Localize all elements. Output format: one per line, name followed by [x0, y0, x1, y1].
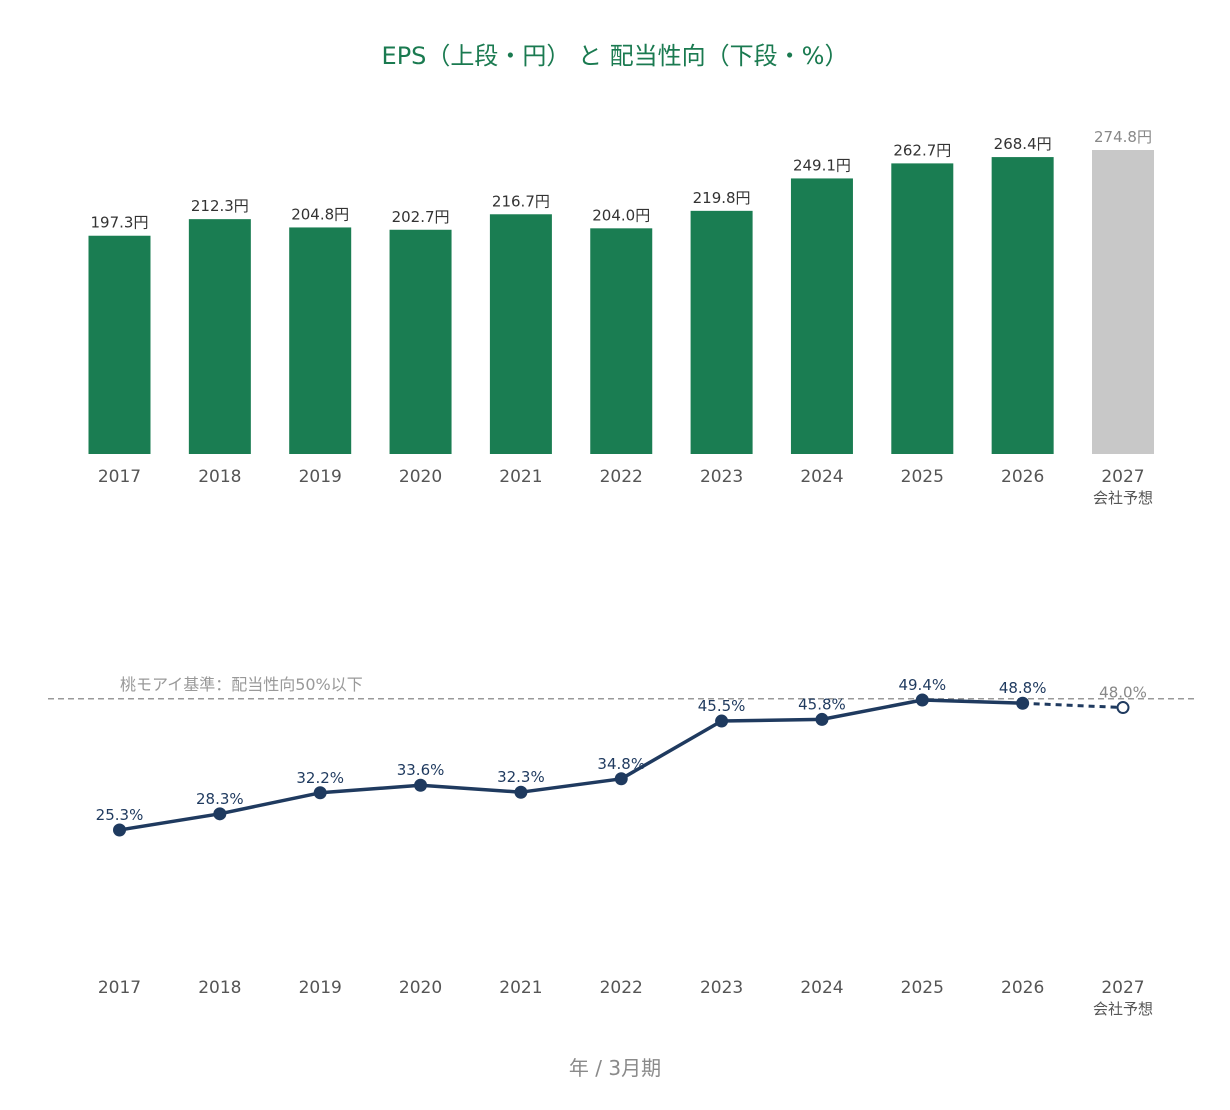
line-x-tick-2027: 2027	[1101, 978, 1144, 998]
bar-2019	[289, 227, 352, 454]
payout-point-2024	[815, 712, 829, 726]
payout-line-forecast	[1022, 701, 1124, 710]
line-x-tick-2022: 2022	[600, 978, 643, 998]
bar-x-tick-2020: 2020	[399, 467, 442, 487]
bar-2017	[88, 235, 151, 454]
bar-x-tick-2026: 2026	[1001, 467, 1044, 487]
payout-point-2025	[915, 693, 929, 707]
bar-2023	[690, 210, 753, 454]
line-x-tick-2023: 2023	[700, 978, 743, 998]
payout-point-2026	[1016, 696, 1030, 710]
bar-x-tick-2018: 2018	[198, 467, 241, 487]
bar-label-2022: 204.0円	[592, 206, 650, 224]
bar-x-tick-2021: 2021	[499, 467, 542, 487]
bar-label-2017: 197.3円	[91, 214, 149, 232]
line-x-sublabel-2027: 会社予想	[1093, 1000, 1153, 1018]
bar-label-2026: 268.4円	[994, 135, 1052, 153]
payout-point-2021	[514, 785, 528, 799]
bar-2018	[188, 219, 251, 454]
payout-label-2019: 32.2%	[296, 769, 344, 787]
bar-2020	[389, 229, 452, 454]
payout-label-2021: 32.3%	[497, 768, 545, 786]
payout-point-2018	[213, 807, 227, 821]
bar-label-2023: 219.8円	[693, 189, 751, 207]
bar-label-2018: 212.3円	[191, 197, 249, 215]
bar-x-tick-2022: 2022	[600, 467, 643, 487]
bar-x-tick-2024: 2024	[800, 467, 843, 487]
bar-x-tick-2017: 2017	[98, 467, 141, 487]
bar-x-sublabel-2027: 会社予想	[1093, 489, 1153, 507]
line-x-tick-2024: 2024	[800, 978, 843, 998]
bar-x-tick-2027: 2027	[1101, 467, 1144, 487]
payout-point-2017	[113, 823, 126, 837]
bar-label-2021: 216.7円	[492, 192, 550, 210]
line-x-tick-2026: 2026	[1001, 978, 1044, 998]
bar-x-tick-2019: 2019	[299, 467, 342, 487]
bar-x-tick-2023: 2023	[700, 467, 743, 487]
payout-point-2020	[414, 778, 428, 792]
payout-label-2025: 49.4%	[898, 676, 946, 694]
payout-label-2017: 25.3%	[96, 806, 144, 824]
chart-title: EPS（上段・円） と 配当性向（下段・%）	[381, 42, 849, 70]
bar-2025	[891, 163, 954, 454]
bar-label-2024: 249.1円	[793, 156, 851, 174]
line-x-tick-2021: 2021	[499, 978, 542, 998]
payout-label-2027: 48.0%	[1099, 684, 1147, 702]
line-x-tick-2017: 2017	[98, 978, 141, 998]
payout-label-2024: 45.8%	[798, 695, 846, 713]
bar-label-2025: 262.7円	[893, 141, 951, 159]
bar-label-2019: 204.8円	[291, 205, 349, 223]
bar-2026	[991, 157, 1054, 454]
reference-line-label: 桃モアイ基準：配当性向50%以下	[120, 675, 363, 694]
payout-point-2023	[715, 714, 729, 728]
payout-point-2027	[1116, 701, 1130, 715]
bar-2022	[590, 228, 653, 454]
bar-2027	[1092, 150, 1154, 454]
line-x-tick-2018: 2018	[198, 978, 241, 998]
payout-label-2023: 45.5%	[698, 697, 746, 715]
payout-point-2022	[614, 772, 628, 786]
payout-label-2020: 33.6%	[397, 761, 445, 779]
bar-x-tick-2025: 2025	[901, 467, 944, 487]
bar-2021	[489, 214, 552, 454]
line-x-tick-2019: 2019	[299, 978, 342, 998]
x-axis-label: 年 / 3月期	[568, 1056, 662, 1080]
line-x-tick-2025: 2025	[901, 978, 944, 998]
line-x-tick-2020: 2020	[399, 978, 442, 998]
bar-label-2027: 274.8円	[1094, 128, 1152, 146]
payout-label-2018: 28.3%	[196, 790, 244, 808]
payout-point-2019	[313, 786, 327, 800]
bar-2024	[790, 178, 853, 455]
payout-label-2026: 48.8%	[999, 679, 1047, 697]
payout-label-2022: 34.8%	[597, 755, 645, 773]
bar-label-2020: 202.7円	[392, 208, 450, 226]
payout-line-actual	[119, 698, 1023, 832]
